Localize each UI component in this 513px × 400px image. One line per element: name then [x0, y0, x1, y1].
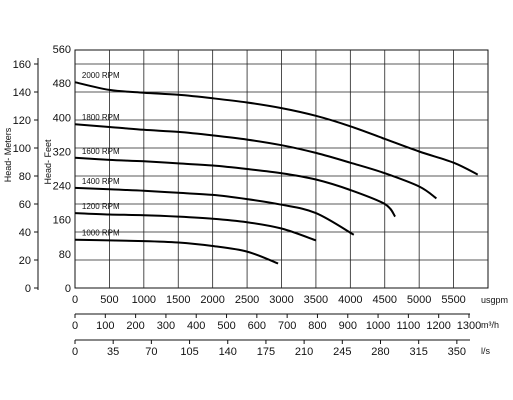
m3h-tick-label: 1100 [397, 320, 421, 332]
curve-2000-rpm [74, 81, 479, 176]
feet-tick-label: 0 [65, 283, 71, 295]
ls-tick-label: 210 [295, 346, 313, 358]
feet-tick-label: 320 [53, 146, 71, 158]
ls-tick-label: 245 [333, 346, 351, 358]
m3h-tick-label: 1000 [366, 320, 390, 332]
meters-tick-label: 40 [19, 227, 31, 239]
meters-tick-label: 80 [19, 171, 31, 183]
m3h-tick-label: 800 [308, 320, 326, 332]
ls-tick-label: 70 [145, 346, 157, 358]
chart-grid [74, 49, 489, 289]
usgpm-tick-label: 0 [72, 294, 78, 306]
meters-tick-label: 20 [19, 255, 31, 267]
curve-1000-rpm [74, 238, 279, 265]
ls-tick-label: 140 [219, 346, 237, 358]
curve-1400-rpm [74, 186, 355, 236]
meters-tick-label: 120 [13, 115, 31, 127]
chart-axes: 0 20 40 60 80 100 120 140 160 0 80 160 240 320 400 480 5… [13, 44, 508, 358]
ls-tick-label: 175 [257, 346, 275, 358]
m3h-tick-label: 400 [187, 320, 205, 332]
usgpm-tick-label: 2000 [200, 294, 224, 306]
ls-tick-label: 105 [180, 346, 198, 358]
feet-tick-label: 160 [53, 215, 71, 227]
m3h-tick-label: 600 [248, 320, 266, 332]
ls-tick-label: 350 [448, 346, 466, 358]
meters-tick-label: 100 [13, 143, 31, 155]
m3h-tick-label: 100 [96, 320, 114, 332]
curve-1800-rpm [74, 123, 437, 200]
curve-label: 1800 RPM [82, 113, 120, 122]
usgpm-tick-label: 5500 [441, 294, 465, 306]
feet-tick-label: 560 [53, 44, 71, 56]
curve-1200-rpm [74, 212, 317, 242]
meters-tick-label: 0 [25, 283, 31, 295]
performance-curves: 2000 RPM 1800 RPM 1600 RPM 1400 RPM 1200 RPM… [74, 71, 479, 265]
ls-tick-label: 0 [72, 346, 78, 358]
m3h-tick-label: 1300 [457, 320, 481, 332]
usgpm-tick-label: 5000 [407, 294, 431, 306]
feet-tick-label: 480 [53, 78, 71, 90]
meters-tick-label: 140 [13, 87, 31, 99]
curve-label: 1000 RPM [82, 229, 120, 238]
m3h-tick-label: 900 [339, 320, 357, 332]
feet-tick-label: 400 [53, 112, 71, 124]
ls-unit-label: l/s [481, 346, 491, 356]
usgpm-tick-label: 4000 [338, 294, 362, 306]
curve-1600-rpm [74, 156, 396, 218]
usgpm-tick-label: 1000 [132, 294, 156, 306]
usgpm-tick-label: 4500 [373, 294, 397, 306]
m3h-tick-label: 500 [217, 320, 235, 332]
m3h-tick-label: 0 [72, 320, 78, 332]
meters-tick-label: 60 [19, 199, 31, 211]
y-axis-label-feet: Head- Feet [43, 139, 53, 185]
y-axis-label-meters: Head- Meters [3, 127, 13, 182]
usgpm-tick-label: 3500 [304, 294, 328, 306]
m3h-tick-label: 200 [126, 320, 144, 332]
feet-tick-label: 80 [59, 249, 71, 261]
ls-tick-label: 280 [371, 346, 389, 358]
ls-tick-label: 35 [107, 346, 119, 358]
m3h-tick-label: 300 [157, 320, 175, 332]
usgpm-tick-label: 2500 [235, 294, 259, 306]
usgpm-tick-label: 1500 [166, 294, 190, 306]
curve-label: 1400 RPM [82, 177, 120, 186]
usgpm-tick-label: 500 [100, 294, 118, 306]
curve-label: 1600 RPM [82, 147, 120, 156]
curve-label: 2000 RPM [82, 71, 120, 80]
ls-tick-label: 315 [409, 346, 427, 358]
meters-tick-label: 160 [13, 59, 31, 71]
m3h-tick-label: 700 [278, 320, 296, 332]
m3h-tick-label: 1200 [426, 320, 450, 332]
usgpm-unit-label: usgpm [481, 295, 508, 305]
m3h-unit-label: m³/h [481, 320, 499, 330]
curve-label: 1200 RPM [82, 202, 120, 211]
feet-tick-label: 240 [53, 181, 71, 193]
usgpm-tick-label: 3000 [269, 294, 293, 306]
